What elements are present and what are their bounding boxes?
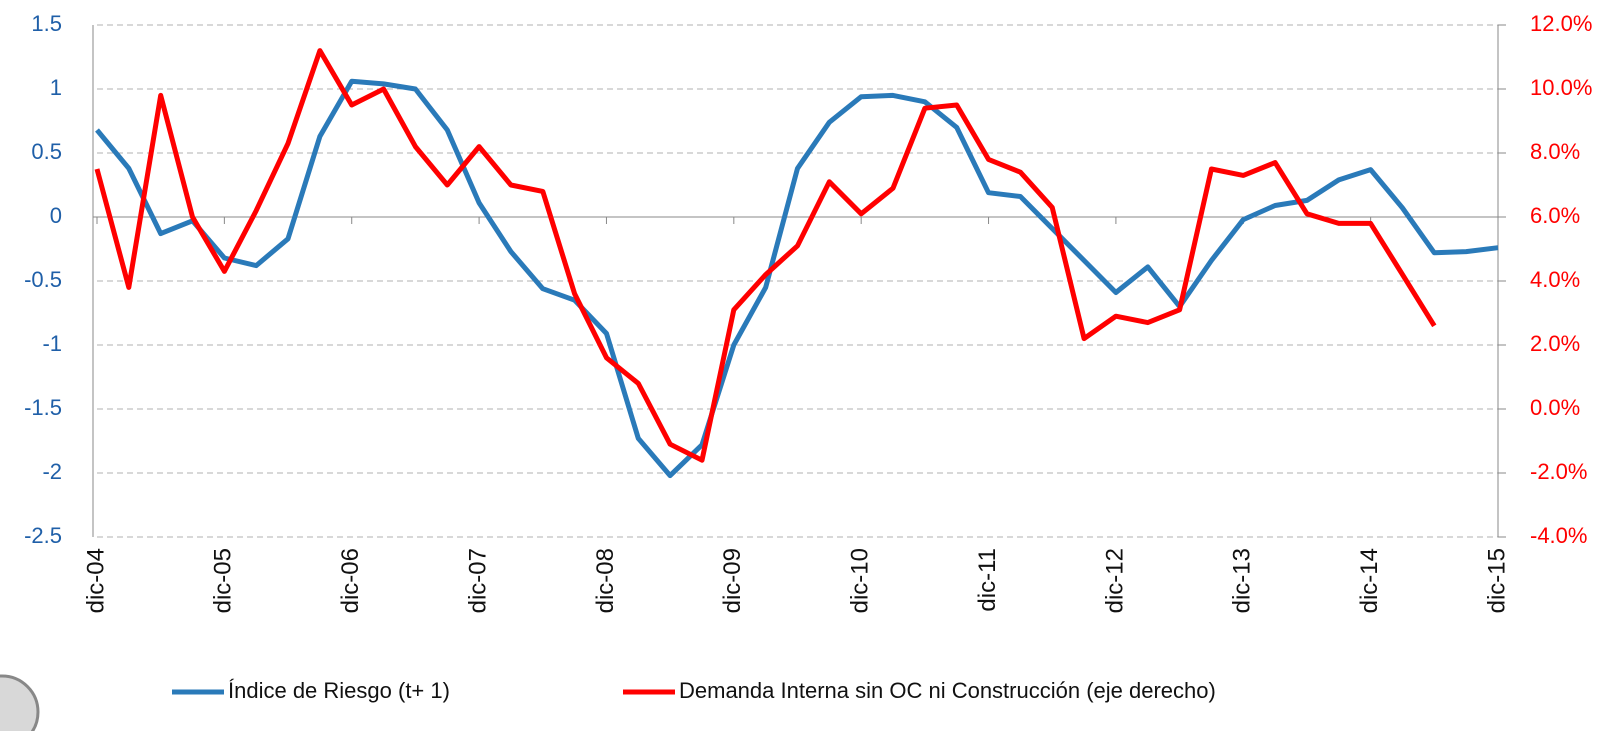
- y2-tick-label: 4.0%: [1530, 267, 1580, 292]
- y-tick-label: -1.5: [24, 395, 62, 420]
- legend-label: Demanda Interna sin OC ni Construcción (…: [679, 678, 1216, 703]
- y-tick-label: 1.5: [31, 11, 62, 36]
- y-tick-label: -0.5: [24, 267, 62, 292]
- y2-tick-label: 6.0%: [1530, 203, 1580, 228]
- x-tick-label: dic-07: [464, 548, 491, 613]
- x-tick-label: dic-06: [337, 548, 364, 613]
- y2-tick-label: -2.0%: [1530, 459, 1587, 484]
- y2-tick-label: -4.0%: [1530, 523, 1587, 548]
- x-tick-label: dic-10: [847, 548, 874, 613]
- series-line: [94, 48, 1437, 463]
- y-tick-label: 0.5: [31, 139, 62, 164]
- y-tick-label: -1: [42, 331, 62, 356]
- legend-label: Índice de Riesgo (t+ 1): [228, 678, 450, 703]
- y-tick-label: 0: [50, 203, 62, 228]
- x-tick-label: dic-12: [1101, 548, 1128, 613]
- x-tick-label: dic-04: [82, 548, 109, 613]
- x-tick-label: dic-05: [210, 548, 237, 613]
- x-tick-label: dic-08: [592, 548, 619, 613]
- y-tick-label: 1: [50, 75, 62, 100]
- series-line: [95, 78, 1499, 479]
- y2-tick-label: 8.0%: [1530, 139, 1580, 164]
- x-tick-label: dic-14: [1356, 548, 1383, 613]
- x-tick-label: dic-11: [974, 548, 1001, 612]
- x-tick-label: dic-13: [1229, 548, 1256, 613]
- x-tick-label: dic-15: [1483, 548, 1510, 613]
- x-tick-label: dic-09: [719, 548, 746, 613]
- y2-tick-label: 2.0%: [1530, 331, 1580, 356]
- y-tick-label: -2.5: [24, 523, 62, 548]
- y2-tick-label: 12.0%: [1530, 11, 1592, 36]
- logo: [0, 674, 40, 731]
- y2-tick-label: 10.0%: [1530, 75, 1592, 100]
- y-tick-label: -2: [42, 459, 62, 484]
- y2-tick-label: 0.0%: [1530, 395, 1580, 420]
